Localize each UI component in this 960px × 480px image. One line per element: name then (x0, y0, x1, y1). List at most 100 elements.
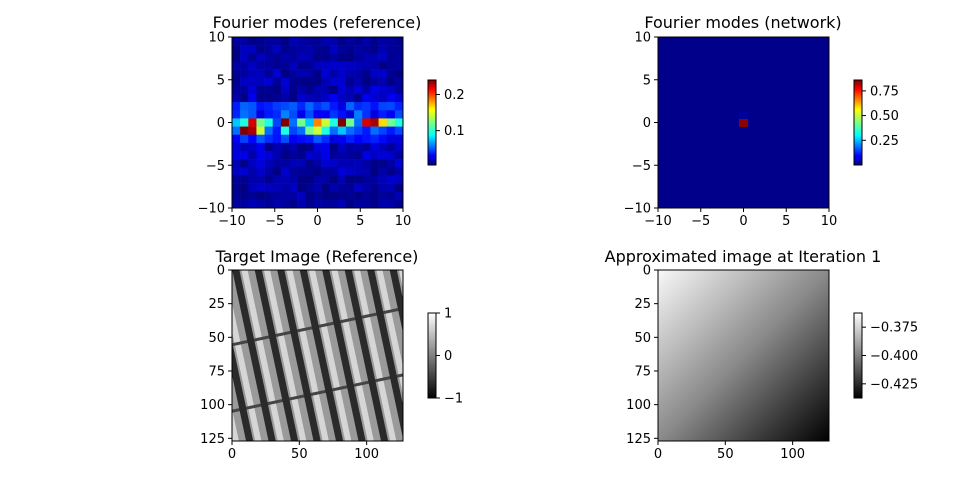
heatmap-cell (297, 45, 306, 54)
heatmap-cell (297, 53, 306, 62)
y-tick-label: 0 (217, 116, 225, 131)
heatmap-cell (354, 134, 363, 144)
heatmap-cell (264, 134, 274, 144)
heatmap-cell (394, 102, 404, 111)
heatmap-cell (280, 85, 290, 95)
heatmap-cell (362, 37, 371, 46)
heatmap-cell (370, 53, 379, 62)
heatmap-cell (289, 142, 298, 152)
heatmap-cell (305, 61, 314, 70)
heatmap-cell (264, 69, 274, 79)
x-tick-label: 100 (780, 447, 805, 462)
heatmap-cell (362, 167, 371, 176)
heatmap-cell (370, 134, 379, 144)
heatmap-cell (370, 69, 379, 79)
heatmap-cell (386, 94, 396, 103)
heatmap-cell (386, 126, 396, 136)
heatmap-cell (370, 61, 379, 70)
heatmap-cell (378, 77, 388, 87)
panel-fourier-network: Fourier modes (network) −10 −5 0 5 101050−5−… (624, 13, 899, 229)
heatmap-cell (305, 85, 314, 95)
heatmap-cell (386, 134, 396, 144)
heatmap-cell (386, 69, 396, 79)
heatmap-cell (297, 69, 306, 79)
y-tick-label: 125 (200, 432, 225, 447)
heatmap-cell (337, 110, 347, 119)
x-tick-label: 10 (395, 214, 412, 229)
heatmap-cell (256, 191, 265, 201)
heatmap-cell (256, 151, 265, 160)
heatmap-cell (329, 126, 339, 136)
heatmap-cell (240, 151, 249, 160)
heatmap-cell (362, 85, 371, 95)
heatmap-cell (313, 77, 322, 87)
heatmap-cell (346, 85, 355, 95)
heatmap-cell (378, 151, 388, 160)
x-tick-label: 50 (291, 447, 308, 462)
heatmap-cell (264, 183, 274, 193)
heatmap-cell (378, 199, 388, 209)
heatmap-cell (232, 94, 241, 103)
heatmap-cell (256, 69, 265, 79)
axis-ticks: −10 −5 0 5 10 10 5 0 −5 −10 (624, 31, 838, 230)
heatmap-cell (264, 167, 274, 176)
heatmap-cell (321, 175, 331, 184)
heatmap-cell (321, 199, 331, 209)
heatmap-cell (362, 134, 371, 144)
heatmap-cell (378, 94, 388, 103)
heatmap-cell (297, 134, 306, 144)
heatmap-cell (305, 77, 314, 87)
heatmap-cell (394, 94, 404, 103)
heatmap-cell (362, 151, 371, 160)
y-tick-label: 100 (200, 398, 225, 413)
heatmap-cell (248, 110, 257, 119)
heatmap-cell (264, 53, 274, 62)
heatmap-cell (321, 85, 331, 95)
colorbar (427, 79, 437, 166)
heatmap-cell (337, 142, 347, 152)
heatmap-cell (305, 37, 314, 46)
heatmap-cell (362, 94, 371, 103)
y-tick-label: −10 (624, 202, 651, 217)
heatmap-cell (305, 94, 314, 103)
heatmap-cell (248, 151, 257, 160)
heatmap-cell (297, 159, 306, 168)
heatmap-cell (248, 61, 257, 70)
heatmap-cell (232, 191, 241, 201)
colorbar-tick-label: 0.25 (870, 134, 899, 149)
heatmap-cell (289, 167, 298, 176)
heatmap-cell (386, 85, 396, 95)
heatmap-cell (313, 45, 322, 54)
heatmap-cell (354, 69, 363, 79)
heatmap-cell (329, 37, 339, 46)
heatmap-cell (378, 53, 388, 62)
heatmap-cell (386, 61, 396, 70)
panel-approximated-image: Approximated image at Iteration 1 0 50 100… (605, 247, 918, 462)
heatmap-cell (264, 45, 274, 54)
heatmap-cell (272, 134, 282, 144)
heatmap-cell (232, 175, 241, 184)
heatmap-cell (354, 118, 363, 127)
heatmap-cell (329, 94, 339, 103)
heatmap-cell (370, 110, 379, 119)
heatmap-cell (354, 45, 363, 54)
heatmap-cell (256, 102, 265, 111)
heatmap-cell (313, 142, 322, 152)
heatmap-cell (346, 118, 355, 127)
heatmap-cell (272, 102, 282, 111)
y-tick-label: 25 (634, 297, 651, 312)
heatmap-cell (272, 175, 282, 184)
heatmap-cell (386, 102, 396, 111)
heatmap-cell (305, 102, 314, 111)
heatmap-cell (289, 191, 298, 201)
heatmap-cell (394, 159, 404, 168)
heatmap-cell (394, 69, 404, 79)
heatmap-cell (305, 159, 314, 168)
y-tick-label: 5 (217, 73, 225, 88)
colorbar-tick-label: −0.425 (870, 377, 918, 392)
heatmap-cell (232, 142, 241, 152)
heatmap-cell (362, 69, 371, 79)
heatmap-cell (248, 134, 257, 144)
heatmap-cell (264, 142, 274, 152)
heatmap-cell (280, 191, 290, 201)
